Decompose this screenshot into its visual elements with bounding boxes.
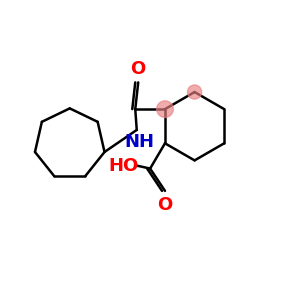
Text: HO: HO (108, 157, 139, 175)
Text: NH: NH (125, 133, 155, 151)
Text: O: O (130, 60, 146, 78)
Circle shape (157, 101, 173, 118)
Circle shape (188, 85, 202, 99)
Text: O: O (158, 196, 172, 214)
